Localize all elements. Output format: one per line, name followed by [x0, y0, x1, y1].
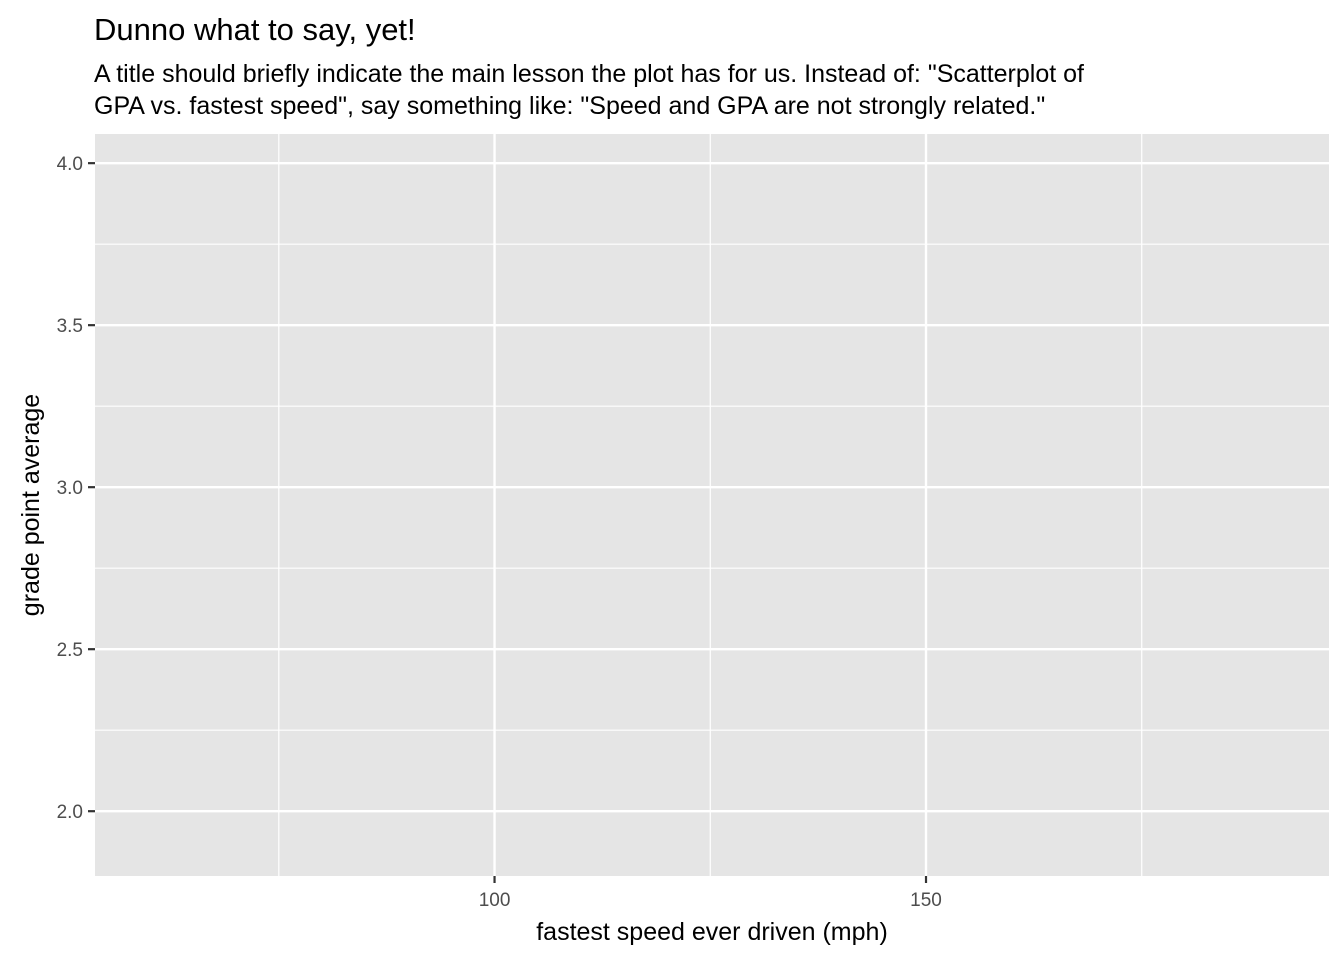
y-tick-label-0: 2.0: [57, 802, 83, 823]
chart-subtitle-line-2: GPA vs. fastest speed", say something li…: [94, 92, 1045, 120]
y-tick-label-2: 3.0: [57, 478, 83, 499]
major-gridlines: [95, 134, 1329, 876]
x-axis: 100 150: [479, 876, 942, 911]
x-tick-label-0: 100: [479, 890, 511, 911]
y-tick-label-3: 3.5: [57, 316, 83, 337]
x-axis-title: fastest speed ever driven (mph): [536, 918, 888, 946]
y-tick-label-1: 2.5: [57, 640, 83, 661]
x-tick-label-1: 150: [910, 890, 942, 911]
minor-gridlines: [95, 134, 1329, 876]
plot-panel: [95, 134, 1329, 876]
y-axis: 2.0 2.5 3.0 3.5 4.0: [57, 154, 95, 823]
y-tick-label-4: 4.0: [57, 154, 83, 175]
chart-title: Dunno what to say, yet!: [94, 12, 416, 47]
chart-subtitle-line-1: A title should briefly indicate the main…: [94, 60, 1084, 88]
y-axis-title: grade point average: [17, 394, 45, 616]
